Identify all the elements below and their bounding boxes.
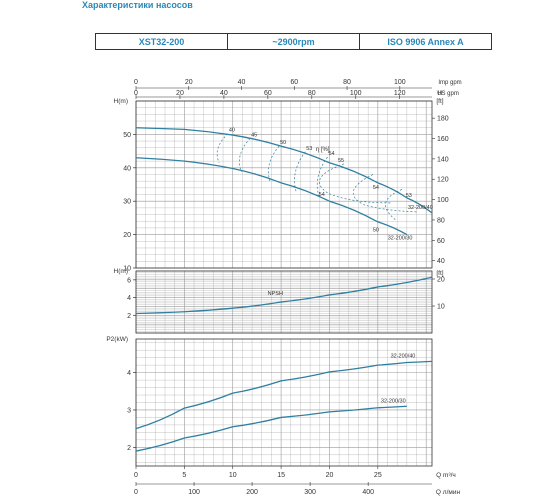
npsh-curve: [135, 276, 433, 315]
us-unit-label: US gpm: [437, 91, 459, 97]
speed-cell: ~2900rpm: [227, 34, 359, 49]
y-tick-label: 10: [123, 266, 131, 273]
ft-tick-label: 20: [437, 277, 445, 284]
efficiency-label: 54: [319, 192, 325, 198]
x-tick-label: 25: [374, 472, 382, 479]
y-axis-label: P2(kW): [106, 336, 128, 343]
curve-label-30: 32-200/30: [388, 236, 413, 242]
us-tick-label: 0: [134, 90, 138, 97]
lower-tick-label: 400: [362, 489, 374, 496]
power-label-30: 32-200/30: [381, 399, 406, 405]
plot-frame: [135, 270, 433, 334]
us-tick-label: 20: [176, 90, 184, 97]
y-tick-label: 4: [127, 370, 131, 377]
x-axis-label: Q m³/ч: [436, 472, 456, 479]
lower-tick-label: 100: [188, 489, 200, 496]
ft-axis-unit: [ft]: [436, 98, 443, 105]
y-tick-label: 50: [123, 132, 131, 139]
lower-tick-label: 200: [246, 489, 258, 496]
ft-tick-label: 140: [437, 156, 449, 163]
efficiency-curve: [294, 151, 306, 193]
y-tick-label: 2: [127, 313, 131, 320]
y-tick-label: 20: [123, 232, 131, 239]
efficiency-axis-label: η [%]: [316, 147, 330, 153]
power-label-40: 32-200/40: [391, 354, 416, 360]
y-tick-label: 4: [127, 295, 131, 302]
us-tick-label: 60: [264, 90, 272, 97]
efficiency-curve: [319, 163, 391, 204]
imp-tick-label: 0: [134, 79, 138, 86]
imp-tick-label: 100: [394, 79, 406, 86]
efficiency-label: 40: [229, 128, 235, 134]
lower-axis-label: Q л/мин: [436, 489, 461, 496]
ft-tick-label: 180: [437, 116, 449, 123]
imp-tick-label: 80: [343, 79, 351, 86]
ft-tick-label: 60: [437, 238, 445, 245]
plot-frame: [135, 338, 433, 467]
y-tick-label: 30: [123, 199, 131, 206]
efficiency-label: 53: [306, 146, 312, 152]
page-title: Характеристики насосов: [82, 0, 193, 10]
ft-tick-label: 160: [437, 136, 449, 143]
imp-tick-label: 20: [185, 79, 193, 86]
efficiency-curve: [385, 189, 403, 220]
npsh-label: NPSH: [268, 291, 283, 297]
lower-tick-label: 300: [304, 489, 316, 496]
imp-tick-label: 40: [238, 79, 246, 86]
efficiency-label: 55: [338, 158, 344, 164]
efficiency-label: 54: [328, 151, 334, 157]
ft-tick-label: 120: [437, 177, 449, 184]
efficiency-curve: [216, 133, 229, 163]
head-curve-32-200-40: [135, 127, 433, 214]
efficiency-label: 50: [280, 140, 286, 146]
x-tick-label: 5: [182, 472, 186, 479]
y-tick-label: 40: [123, 165, 131, 172]
curve-label-40: 32-200/40: [408, 205, 433, 211]
spec-table: XST32-200 ~2900rpm ISO 9906 Annex A: [95, 33, 492, 50]
y-axis-label: H(m): [114, 268, 128, 275]
efficiency-label: 54: [373, 185, 379, 191]
efficiency-curve: [316, 156, 328, 199]
efficiency-label: 45: [251, 132, 257, 138]
ft-axis-unit: [ft]: [436, 270, 443, 277]
x-tick-label: 0: [134, 472, 138, 479]
y-tick-label: 6: [127, 277, 131, 284]
y-tick-label: 3: [127, 407, 131, 414]
us-tick-label: 80: [308, 90, 316, 97]
x-tick-label: 15: [277, 472, 285, 479]
x-tick-label: 10: [229, 472, 237, 479]
head-curve-32-200-30: [135, 157, 408, 236]
lower-tick-label: 0: [134, 489, 138, 496]
efficiency-label: 53: [406, 193, 412, 199]
plot-frame: [135, 100, 433, 269]
efficiency-curve: [352, 174, 417, 213]
x-tick-label: 20: [326, 472, 334, 479]
efficiency-curve: [268, 145, 280, 183]
ft-axis-label: H: [438, 90, 443, 97]
ft-tick-label: 100: [437, 197, 449, 204]
us-tick-label: 120: [394, 90, 406, 97]
power-curve-32-200-30: [135, 405, 407, 452]
efficiency-label: 50: [373, 227, 379, 233]
ft-tick-label: 40: [437, 258, 445, 265]
y-tick-label: 2: [127, 445, 131, 452]
power-curve-32-200-40: [135, 360, 433, 430]
efficiency-curve: [239, 138, 251, 172]
imp-unit-label: Imp gpm: [438, 80, 461, 86]
y-axis-label: H(m): [114, 98, 128, 105]
us-tick-label: 40: [220, 90, 228, 97]
standard-cell: ISO 9906 Annex A: [359, 34, 491, 49]
ft-tick-label: 10: [437, 304, 445, 311]
us-tick-label: 100: [350, 90, 362, 97]
ft-tick-label: 80: [437, 217, 445, 224]
imp-tick-label: 60: [290, 79, 298, 86]
model-cell: XST32-200: [138, 36, 185, 47]
